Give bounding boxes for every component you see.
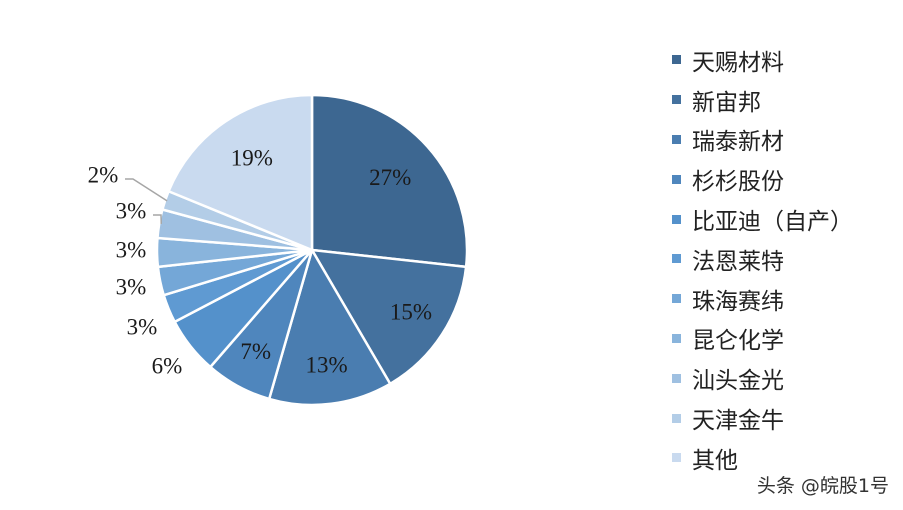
legend-label: 天津金牛 bbox=[692, 408, 784, 435]
legend-swatch bbox=[672, 134, 681, 144]
legend-swatch bbox=[672, 373, 681, 383]
legend-swatch bbox=[672, 95, 681, 105]
legend-item: 杉杉股份 bbox=[672, 159, 853, 199]
legend-label: 珠海赛纬 bbox=[692, 288, 784, 315]
legend-label: 杉杉股份 bbox=[692, 169, 784, 196]
pie-slice-3 bbox=[267, 246, 392, 407]
slice-label-9: 3% bbox=[116, 198, 147, 223]
legend-item: 珠海赛纬 bbox=[672, 279, 853, 319]
legend-swatch bbox=[672, 214, 681, 224]
slice-label-10: 2% bbox=[88, 162, 119, 187]
legend-label: 新宙邦 bbox=[692, 89, 761, 116]
legend-item: 天赐材料 bbox=[672, 40, 853, 80]
slice-label-5: 6% bbox=[152, 353, 183, 378]
legend-item: 其他 bbox=[672, 438, 853, 478]
legend-label: 昆仑化学 bbox=[692, 328, 784, 355]
leader-lines bbox=[125, 178, 168, 224]
legend-swatch bbox=[672, 55, 681, 65]
legend-item: 汕头金光 bbox=[672, 358, 853, 398]
pie-slice-2 bbox=[309, 248, 468, 386]
legend-item: 昆仑化学 bbox=[672, 319, 853, 359]
legend-label: 天赐材料 bbox=[692, 49, 784, 76]
slice-label-8: 3% bbox=[116, 237, 147, 262]
slice-label-11: 19% bbox=[231, 146, 273, 171]
legend-label: 汕头金光 bbox=[692, 368, 784, 395]
leader-line-9 bbox=[153, 214, 162, 224]
legend-item: 瑞泰新材 bbox=[672, 120, 853, 160]
legend-swatch bbox=[672, 453, 681, 463]
legend-swatch bbox=[672, 174, 681, 184]
legend-swatch bbox=[672, 333, 681, 343]
pie-slice-1 bbox=[310, 93, 469, 269]
legend-label: 法恩莱特 bbox=[692, 248, 784, 275]
legend-item: 法恩莱特 bbox=[672, 239, 853, 279]
legend-label: 其他 bbox=[692, 447, 738, 474]
slice-label-6: 3% bbox=[127, 314, 158, 339]
pie-slice-11 bbox=[166, 93, 314, 252]
legend-swatch bbox=[672, 294, 681, 304]
slice-label-7: 3% bbox=[116, 274, 147, 299]
pie-labels: 27% 15% 13% 7% 6% 3% 3% 3% 3% 2% 19% bbox=[88, 146, 432, 379]
slice-label-4: 7% bbox=[240, 339, 271, 364]
legend-item: 新宙邦 bbox=[672, 80, 853, 120]
slice-label-1: 27% bbox=[369, 165, 411, 190]
legend-item: 天津金牛 bbox=[672, 398, 853, 438]
watermark: 头条 @皖股1号 bbox=[756, 475, 889, 497]
leader-line-10 bbox=[125, 178, 168, 202]
chart-legend: 天赐材料新宙邦瑞泰新材杉杉股份比亚迪（自产） 法恩莱特珠海赛纬昆仑化学汕头金光天津… bbox=[672, 40, 853, 478]
legend-swatch bbox=[672, 254, 681, 264]
legend-item: 比亚迪（自产） bbox=[672, 199, 853, 239]
legend-swatch bbox=[672, 413, 681, 423]
legend-label: 比亚迪（自产） bbox=[692, 209, 853, 236]
pie-slices bbox=[155, 93, 469, 407]
legend-label: 瑞泰新材 bbox=[692, 129, 784, 156]
slice-label-2: 15% bbox=[390, 299, 432, 324]
slice-label-3: 13% bbox=[306, 352, 348, 377]
